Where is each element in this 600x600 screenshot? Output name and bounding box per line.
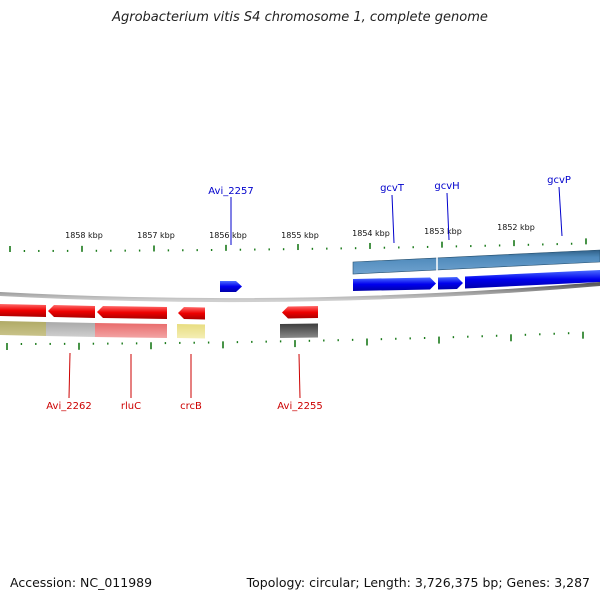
gene-label-avi-2262[interactable]: Avi_2262 [46,401,91,412]
gene-label-gcvh[interactable]: gcvH [434,181,459,192]
feature-block-olive [0,321,46,336]
scale-label: 1855 kbp [281,231,319,240]
scale-label: 1853 kbp [424,227,462,236]
genome-backbone [0,282,600,303]
feature-band-steel [352,249,600,275]
feature-block-pink [95,323,167,338]
scale-label: 1856 kbp [209,231,247,240]
gene-label-rluc[interactable]: rluC [121,401,141,412]
accession-text: Accession: NC_011989 [10,575,153,590]
gene-label-gcvp[interactable]: gcvP [547,175,571,186]
gene-label-avi-2255[interactable]: Avi_2255 [277,401,322,412]
gene-arrow-avi-2262[interactable] [48,305,95,318]
gene-arrow-avi-2257[interactable] [220,281,242,292]
label-leader-avi-2262 [68,352,71,399]
feature-block-dark [280,323,318,338]
label-leader-gcvp [558,186,563,237]
gene-arrow-reverse-1[interactable] [0,304,46,317]
label-leader-gcvt [391,194,395,244]
inner-scale-ticks [6,331,584,350]
label-leader-avi-2255 [298,353,301,399]
gene-label-crcb[interactable]: crcB [180,401,202,412]
scale-label: 1854 kbp [352,229,390,238]
outer-scale-ticks [9,238,587,252]
scale-label: 1857 kbp [137,231,175,240]
gene-arrow-crcb[interactable] [178,307,205,320]
gene-arrow-avi-2255[interactable] [282,306,318,319]
scale-label: 1852 kbp [497,223,535,232]
gene-label-gcvt[interactable]: gcvT [380,183,405,194]
topology-summary: Topology: circular; Length: 3,726,375 bp… [246,575,590,590]
gene-arrow-rluc[interactable] [97,306,167,319]
feature-block-gray [46,322,95,337]
gene-label-avi-2257[interactable]: Avi_2257 [208,186,253,197]
scale-label: 1858 kbp [65,231,103,240]
gene-arrow-gcvh[interactable] [438,277,463,290]
map-title: Agrobacterium vitis S4 chromosome 1, com… [112,10,488,25]
gene-arrow-gcvt[interactable] [353,277,436,292]
gene-arrow-gcvp[interactable] [465,270,600,289]
label-leader-gcvh [446,192,450,241]
feature-block-yellow [177,324,205,339]
